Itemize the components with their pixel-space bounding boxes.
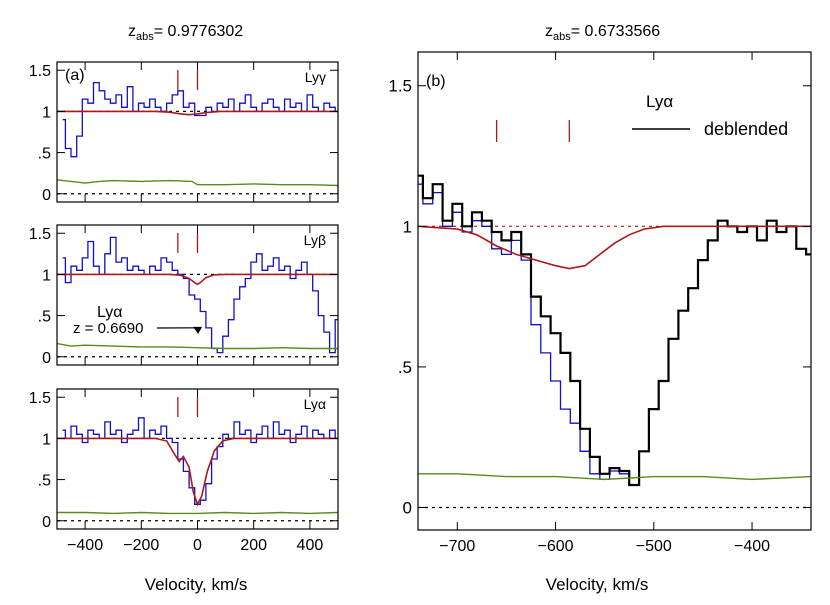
- series-error: [57, 342, 338, 350]
- series-model: [57, 437, 338, 507]
- series-model: [57, 110, 338, 116]
- plot-area-0: [57, 81, 338, 195]
- right-xlabel: Velocity, km/s: [546, 575, 649, 594]
- series-error: [418, 473, 811, 481]
- ytick-label: .5: [38, 146, 51, 163]
- left-xlabel: Velocity, km/s: [145, 575, 248, 594]
- ytick-label: 1.5: [388, 77, 412, 96]
- xtick-label: 400: [297, 537, 324, 554]
- series-deblended: [418, 174, 811, 487]
- xtick-label: −200: [123, 537, 159, 554]
- xtick-label: 0: [193, 537, 202, 554]
- ytick-label: .5: [398, 358, 412, 377]
- xtick-label: 200: [240, 537, 267, 554]
- xtick-label: −600: [538, 538, 574, 555]
- ytick-label: 0: [42, 187, 51, 204]
- legend-label: deblended: [704, 119, 788, 139]
- annotation-line2: z = 0.6690: [73, 320, 143, 337]
- series-model: [418, 225, 811, 270]
- plot-area-1: [57, 236, 338, 358]
- ytick-label: 0: [42, 350, 51, 367]
- right-title: zabs= 0.6733566: [545, 23, 660, 43]
- series-model: [57, 273, 338, 286]
- panel-2: 0 .5 1 1.5 −400 −200 0 200 400 Lyα: [29, 388, 339, 554]
- panel-3: 0 .5 1 1.5 −700 −600 −500 −400 (b) Lyα deblended: [388, 51, 812, 555]
- ytick-label: 1.5: [29, 63, 51, 80]
- line-label: Lyα: [304, 396, 326, 412]
- series-observed-flux: [62, 81, 338, 158]
- ytick-label: .5: [38, 309, 51, 326]
- series-observed-flux: [418, 183, 811, 486]
- xtick-label: −500: [636, 538, 672, 555]
- ytick-label: 1.5: [29, 226, 51, 243]
- line-label: Lyβ: [304, 232, 326, 248]
- xtick-label: −700: [439, 538, 475, 555]
- ytick-label: 1: [42, 104, 51, 121]
- right-title-z: z: [545, 23, 553, 40]
- panel-label: (b): [426, 73, 446, 90]
- ytick-label: 1: [403, 217, 412, 236]
- ytick-label: 1.5: [29, 390, 51, 407]
- left-title: zabs= 0.9776302: [128, 23, 243, 43]
- panel-frame: [417, 51, 812, 531]
- left-title-z: z: [128, 23, 136, 40]
- ytick-label: 1: [42, 267, 51, 284]
- line-label: Lyα: [646, 92, 673, 111]
- series-error: [57, 511, 338, 515]
- xtick-label: −400: [734, 538, 770, 555]
- panel-0: 0 .5 1 1.5 (a) Lyγ: [29, 61, 339, 204]
- xtick-label: −400: [67, 537, 103, 554]
- series-observed-flux: [62, 417, 338, 505]
- panel-label: (a): [65, 67, 85, 84]
- plot-area-2: [57, 417, 338, 522]
- right-title-sub: abs: [553, 31, 571, 43]
- right-title-value: = 0.6733566: [571, 23, 661, 40]
- annotation-arrowhead: [193, 326, 203, 334]
- line-label: Lyγ: [305, 69, 326, 85]
- ytick-label: 0: [42, 514, 51, 531]
- series-error: [57, 179, 338, 187]
- plot-area-3: [418, 174, 811, 509]
- left-title-value: = 0.9776302: [154, 23, 244, 40]
- ytick-label: .5: [38, 473, 51, 490]
- series-observed-flux: [62, 236, 338, 354]
- ytick-label: 1: [42, 431, 51, 448]
- annotation-line1: Lyα: [97, 304, 123, 321]
- ytick-label: 0: [403, 499, 412, 518]
- left-title-sub: abs: [136, 31, 154, 43]
